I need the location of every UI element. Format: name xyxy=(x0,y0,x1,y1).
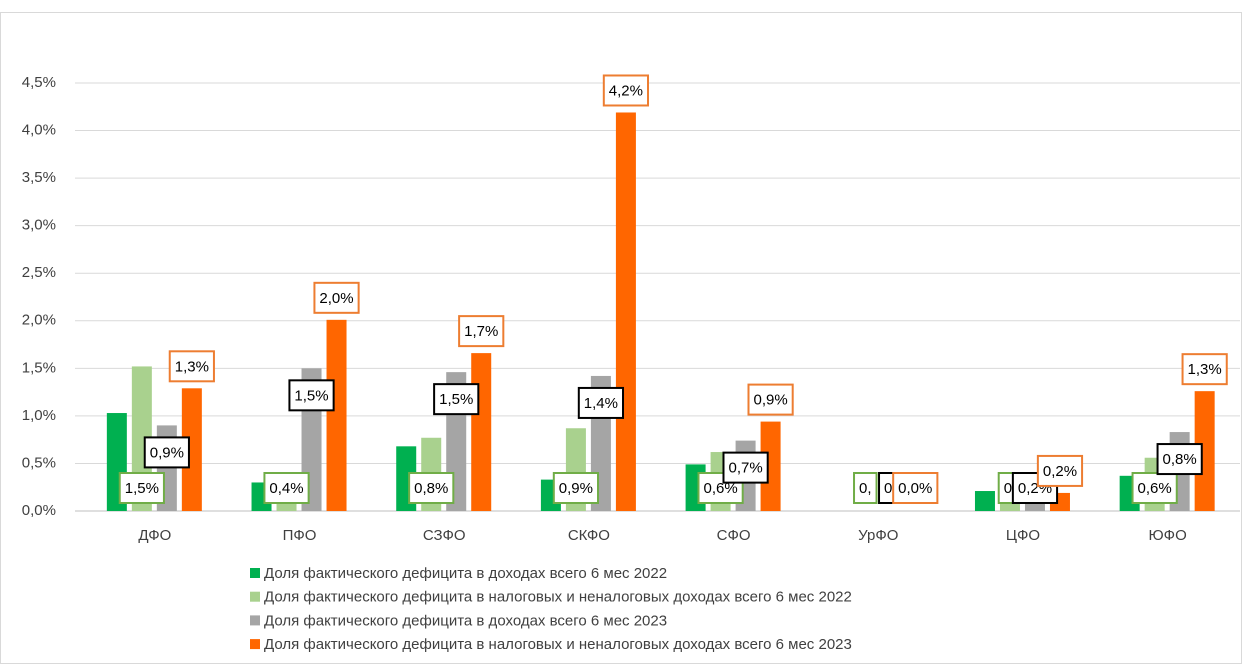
data-label: 2,0% xyxy=(319,290,353,307)
data-label-box xyxy=(602,74,650,107)
data-label: 0,8% xyxy=(414,480,448,497)
data-label: 1,3% xyxy=(1188,361,1222,378)
x-tick-label: ЮФО xyxy=(1149,527,1187,544)
data-label-box xyxy=(433,383,480,416)
legend-swatch xyxy=(250,615,260,626)
x-tick-label: ЦФО xyxy=(1006,527,1040,544)
data-label-box xyxy=(263,472,310,504)
legend-swatch xyxy=(250,639,260,650)
data-label-box xyxy=(552,472,600,504)
data-label: 0,9% xyxy=(150,444,184,461)
data-label-box xyxy=(118,472,165,504)
data-label-box xyxy=(1156,443,1203,476)
data-label-box xyxy=(313,281,360,314)
data-label: 0,9% xyxy=(559,480,593,497)
data-label-box xyxy=(1036,454,1084,487)
x-tick-label: СЗФО xyxy=(423,527,466,544)
data-label: 1,5% xyxy=(439,391,473,408)
legend-label: Доля фактического дефицита в доходах все… xyxy=(264,565,667,582)
y-tick-label: 3,0% xyxy=(22,217,56,234)
data-label-box xyxy=(577,386,625,419)
legend-label: Доля фактического дефицита в доходах все… xyxy=(264,612,667,629)
legend-swatch xyxy=(250,591,260,602)
x-tick-label: СФО xyxy=(717,527,751,544)
data-label: 0,2% xyxy=(1043,463,1077,480)
bar xyxy=(615,112,636,512)
data-label: 1,4% xyxy=(584,395,618,412)
data-label: 0,0% xyxy=(898,480,932,497)
data-label: 0,6% xyxy=(703,480,737,497)
bar xyxy=(974,491,995,511)
data-label-box xyxy=(747,383,794,416)
data-label-box xyxy=(408,472,455,504)
legend-label: Доля фактического дефицита в налоговых и… xyxy=(264,636,852,653)
data-label-box xyxy=(168,350,215,383)
data-label: 0,9% xyxy=(753,392,787,409)
bar xyxy=(1194,391,1215,511)
y-tick-label: 3,5% xyxy=(22,169,56,186)
data-label-box xyxy=(722,451,769,484)
x-tick-label: УрФО xyxy=(858,527,898,544)
data-label-box xyxy=(853,472,878,504)
y-tick-label: 1,0% xyxy=(22,407,56,424)
x-tick-label: ПФО xyxy=(283,527,317,544)
data-label: 1,7% xyxy=(464,323,498,340)
y-tick-label: 0,0% xyxy=(22,502,56,519)
data-label-box xyxy=(143,436,190,469)
x-tick-label: СКФО xyxy=(568,527,610,544)
bar xyxy=(760,421,781,511)
data-label: 1,3% xyxy=(175,358,209,375)
data-label-box xyxy=(892,472,939,504)
data-label-box xyxy=(1131,472,1178,504)
data-label: 0,7% xyxy=(728,460,762,477)
data-label: 0,6% xyxy=(1138,480,1172,497)
data-label: 0, xyxy=(859,480,872,497)
bar xyxy=(326,319,347,511)
bar xyxy=(471,353,492,511)
y-tick-label: 4,5% xyxy=(22,74,56,91)
data-label-box xyxy=(288,379,335,412)
y-tick-label: 1,5% xyxy=(22,359,56,376)
data-label: 1,5% xyxy=(125,480,159,497)
y-tick-label: 4,0% xyxy=(22,122,56,139)
y-tick-label: 2,5% xyxy=(22,264,56,281)
legend-swatch xyxy=(250,568,260,578)
data-label-box xyxy=(1181,353,1228,386)
data-label: 1,5% xyxy=(294,387,328,404)
y-tick-label: 2,0% xyxy=(22,312,56,329)
data-label: 4,2% xyxy=(609,82,643,99)
x-tick-label: ДФО xyxy=(138,527,171,544)
legend-label: Доля фактического дефицита в налоговых и… xyxy=(264,589,852,606)
y-tick-label: 0,5% xyxy=(22,454,56,471)
data-label-box xyxy=(458,315,505,348)
data-label: 0,4% xyxy=(269,480,303,497)
data-label: 0,8% xyxy=(1163,451,1197,468)
bar xyxy=(181,388,202,511)
